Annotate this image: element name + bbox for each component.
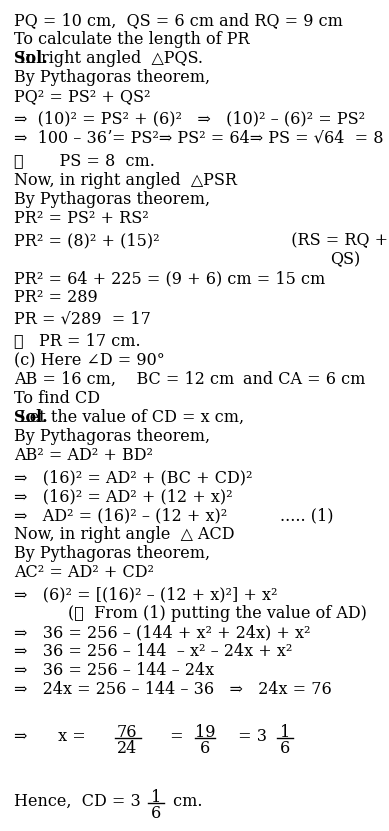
Text: PQ = 10 cm,  QS = 6 cm and RQ = 9 cm: PQ = 10 cm, QS = 6 cm and RQ = 9 cm bbox=[14, 12, 343, 29]
Text: ⇒   AD² = (16)² – (12 + x)²: ⇒ AD² = (16)² – (12 + x)² bbox=[14, 507, 227, 524]
Text: PR² = PS² + RS²: PR² = PS² + RS² bbox=[14, 210, 149, 227]
Text: ⇒  (10)² = PS² + (6)²   ⇒   (10)² – (6)² = PS²: ⇒ (10)² = PS² + (6)² ⇒ (10)² – (6)² = PS… bbox=[14, 110, 365, 127]
Text: Now, in right angled  △PSR: Now, in right angled △PSR bbox=[14, 172, 237, 189]
Text: PR² = 64 + 225 = (9 + 6) cm = 15 cm: PR² = 64 + 225 = (9 + 6) cm = 15 cm bbox=[14, 270, 325, 287]
Text: ⇒   (16)² = AD² + (12 + x)²: ⇒ (16)² = AD² + (12 + x)² bbox=[14, 488, 233, 505]
Text: (RS = RQ +: (RS = RQ + bbox=[240, 232, 388, 249]
Text: ∴       PS = 8  cm.: ∴ PS = 8 cm. bbox=[14, 152, 155, 169]
Text: To calculate the length of PR: To calculate the length of PR bbox=[14, 31, 250, 48]
Text: ⇒   (16)² = AD² + (BC + CD)²: ⇒ (16)² = AD² + (BC + CD)² bbox=[14, 469, 252, 486]
Text: To find CD: To find CD bbox=[14, 390, 100, 407]
Text: 6: 6 bbox=[200, 740, 210, 757]
Text: 6: 6 bbox=[280, 740, 290, 757]
Text: By Pythagoras theorem,: By Pythagoras theorem, bbox=[14, 69, 210, 86]
Text: AB = 16 cm,    BC = 12 cm: AB = 16 cm, BC = 12 cm bbox=[14, 371, 234, 388]
Text: 76: 76 bbox=[117, 724, 137, 741]
Text: 19: 19 bbox=[195, 724, 215, 741]
Text: In right angled  △PQS.: In right angled △PQS. bbox=[14, 50, 203, 67]
Text: ⇒   (6)² = [(16)² – (12 + x)²] + x²: ⇒ (6)² = [(16)² – (12 + x)²] + x² bbox=[14, 586, 277, 603]
Text: ⇒   36 = 256 – 144 – 24x: ⇒ 36 = 256 – 144 – 24x bbox=[14, 662, 214, 679]
Text: 1: 1 bbox=[280, 724, 290, 741]
Text: ⇒   36 = 256 – 144  – x² – 24x + x²: ⇒ 36 = 256 – 144 – x² – 24x + x² bbox=[14, 643, 293, 660]
Text: AC² = AD² + CD²: AC² = AD² + CD² bbox=[14, 564, 154, 581]
Text: By Pythagoras theorem,: By Pythagoras theorem, bbox=[14, 428, 210, 445]
Text: ⇒      x =: ⇒ x = bbox=[14, 728, 91, 745]
Text: 24: 24 bbox=[117, 740, 137, 757]
Text: ∴   PR = 17 cm.: ∴ PR = 17 cm. bbox=[14, 332, 141, 349]
Text: Let the value of CD = x cm,: Let the value of CD = x cm, bbox=[14, 409, 244, 426]
Text: and CA = 6 cm: and CA = 6 cm bbox=[243, 371, 365, 388]
Text: AB² = AD² + BD²: AB² = AD² + BD² bbox=[14, 447, 153, 464]
Text: = 3: = 3 bbox=[233, 728, 267, 745]
Text: ⇒   24x = 256 – 144 – 36   ⇒   24x = 76: ⇒ 24x = 256 – 144 – 36 ⇒ 24x = 76 bbox=[14, 681, 332, 698]
Text: Hence,  CD = 3: Hence, CD = 3 bbox=[14, 793, 141, 810]
Text: =: = bbox=[165, 728, 189, 745]
Text: 6: 6 bbox=[151, 805, 161, 822]
Text: cm.: cm. bbox=[168, 793, 203, 810]
Text: ⇒  100 – 36ʼ= PS²⇒ PS² = 64⇒ PS = √64  = 8: ⇒ 100 – 36ʼ= PS²⇒ PS² = 64⇒ PS = √64 = 8 bbox=[14, 130, 384, 147]
Text: QS): QS) bbox=[330, 251, 360, 268]
Text: PR = √289  = 17: PR = √289 = 17 bbox=[14, 311, 151, 328]
Text: Sol.: Sol. bbox=[14, 50, 47, 67]
Text: PR² = 289: PR² = 289 bbox=[14, 289, 98, 306]
Text: Sol.: Sol. bbox=[14, 409, 47, 426]
Text: (∵  From (1) putting the value of AD): (∵ From (1) putting the value of AD) bbox=[68, 605, 367, 622]
Text: PQ² = PS² + QS²: PQ² = PS² + QS² bbox=[14, 88, 151, 105]
Text: ..... (1): ..... (1) bbox=[280, 507, 333, 524]
Text: 1: 1 bbox=[151, 789, 161, 806]
Text: PR² = (8)² + (15)²: PR² = (8)² + (15)² bbox=[14, 232, 159, 249]
Text: ⇒   36 = 256 – (144 + x² + 24x) + x²: ⇒ 36 = 256 – (144 + x² + 24x) + x² bbox=[14, 624, 310, 641]
Text: Now, in right angle  △ ACD: Now, in right angle △ ACD bbox=[14, 526, 235, 543]
Text: By Pythagoras theorem,: By Pythagoras theorem, bbox=[14, 545, 210, 562]
Text: (c) Here ∠D = 90°: (c) Here ∠D = 90° bbox=[14, 352, 165, 369]
Text: By Pythagoras theorem,: By Pythagoras theorem, bbox=[14, 191, 210, 208]
